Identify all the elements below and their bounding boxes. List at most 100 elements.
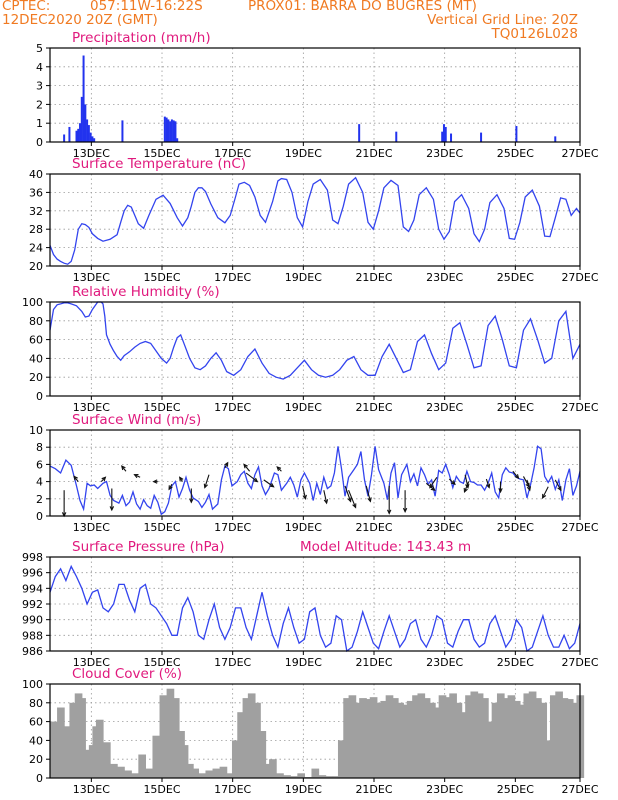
wind-arrow-head (269, 483, 275, 488)
x-tick-label: 17DEC (214, 147, 251, 160)
bar-mark (422, 698, 431, 778)
bar-mark (174, 121, 177, 142)
y-tick-label: 20 (29, 753, 43, 766)
y-tick-label: 986 (22, 645, 43, 658)
bar-mark (523, 693, 532, 778)
bar-mark (180, 745, 189, 778)
x-tick-label: 27DEC (561, 271, 598, 284)
bar-mark (165, 117, 168, 142)
bar-mark (219, 766, 228, 778)
wind-arrow-head (189, 498, 194, 504)
wind-arrow-shaft (348, 489, 357, 508)
wind-arrow-head (133, 474, 139, 479)
x-tick-label: 17DEC (214, 783, 251, 796)
panel-title: Surface Temperature (nC) (72, 156, 246, 172)
x-tick-label: 21DEC (355, 271, 392, 284)
panel-title: Precipitation (mm/h) (72, 30, 211, 46)
bar-mark (539, 702, 548, 778)
bar-mark (205, 770, 214, 778)
panel-wind: Surface Wind (m/s) 0 2 4 6 8 10 13DEC 15DEC 17DEC… (29, 412, 599, 534)
y-tick-label: 2 (36, 98, 43, 111)
wind-arrow-head (168, 485, 173, 491)
panel-title: Surface Wind (m/s) (72, 412, 201, 428)
bar-mark (57, 707, 65, 778)
y-tick-label: 80 (29, 697, 43, 710)
x-tick-label: 21DEC (355, 147, 392, 160)
bar-mark (332, 776, 341, 778)
x-tick-label: 15DEC (143, 401, 180, 414)
plot-frame (49, 683, 581, 779)
bar-mark (515, 126, 518, 142)
wind-arrow-head (152, 479, 158, 484)
bar-mark (237, 712, 245, 778)
bar-mark (80, 96, 83, 142)
bar-mark (89, 132, 92, 142)
bar-mark (353, 702, 362, 778)
bar-mark (247, 693, 256, 778)
wind-arrow-head (302, 494, 307, 501)
bar-mark (110, 763, 118, 778)
header-grid-note: Vertical Grid Line: 20Z (427, 12, 578, 28)
y-tick-label: 0 (36, 390, 43, 403)
x-tick-label: 23DEC (426, 401, 463, 414)
wind-arrow-shaft (302, 485, 306, 499)
bar-mark (518, 704, 526, 778)
bar-mark (276, 773, 284, 778)
wind-arrow-shaft (463, 481, 470, 493)
bar-mark (475, 693, 484, 778)
wind-arrow-shaft (448, 478, 456, 485)
series-line-pressure (49, 564, 581, 653)
x-tick-label: 13DEC (73, 401, 110, 414)
x-tick-label: 17DEC (214, 271, 251, 284)
bar-mark (87, 125, 90, 142)
y-tick-label: 0 (36, 136, 43, 149)
y-tick-label: 0 (36, 510, 43, 523)
y-tick-label: 6 (36, 458, 43, 471)
header-run-time: 12DEC2020 20Z (GMT) (2, 12, 158, 28)
bar-mark (69, 702, 78, 778)
bar-mark (385, 695, 394, 778)
panel-cloud: Cloud Cover (%) 0 20 40 60 80 100 13DEC 15DEC 17D… (22, 666, 599, 796)
x-tick-label: 13DEC (73, 521, 110, 534)
wind-arrow-shaft (554, 479, 562, 491)
bar-mark (103, 742, 111, 778)
bar-mark (395, 131, 398, 142)
bar-mark (359, 698, 367, 778)
bar-mark (441, 131, 444, 142)
wind-arrow-head (73, 475, 78, 481)
y-tick-label: 100 (22, 296, 43, 309)
bar-mark (131, 773, 139, 778)
wind-arrow-head (276, 466, 282, 471)
bar-mark (91, 136, 94, 142)
bar-mark (491, 702, 500, 778)
bar-mark (571, 702, 579, 778)
wind-arrow-head (542, 493, 547, 500)
x-tick-label: 15DEC (143, 147, 180, 160)
bar-mark (231, 740, 240, 778)
panel-precip: Precipitation (mm/h) 0 1 2 3 4 5 13DEC 15DEC 17DE… (36, 30, 599, 160)
x-tick-label: 25DEC (497, 147, 534, 160)
wind-arrow-shaft (243, 464, 251, 472)
x-tick-label: 17DEC (214, 656, 251, 669)
bar-mark (433, 707, 442, 778)
bar-mark (166, 688, 175, 778)
bar-mark (124, 770, 132, 778)
bar-mark (565, 699, 574, 778)
y-tick-label: 20 (29, 371, 43, 384)
x-tick-label: 23DEC (426, 656, 463, 669)
header-coords: 057:11W-16:22S (90, 0, 203, 14)
panel-title: Surface Pressure (hPa) (72, 539, 225, 555)
bar-mark (444, 126, 447, 142)
bar-mark (544, 740, 553, 778)
bar-mark (84, 104, 87, 142)
x-tick-label: 23DEC (426, 147, 463, 160)
x-tick-label: 19DEC (285, 401, 322, 414)
panel-title: Cloud Cover (%) (72, 666, 182, 682)
bar-mark (138, 754, 146, 778)
wind-arrow-head (243, 463, 248, 469)
y-tick-label: 40 (29, 352, 43, 365)
x-tick-label: 27DEC (561, 656, 598, 669)
y-tick-label: 36 (29, 186, 43, 199)
bar-mark (75, 130, 78, 142)
